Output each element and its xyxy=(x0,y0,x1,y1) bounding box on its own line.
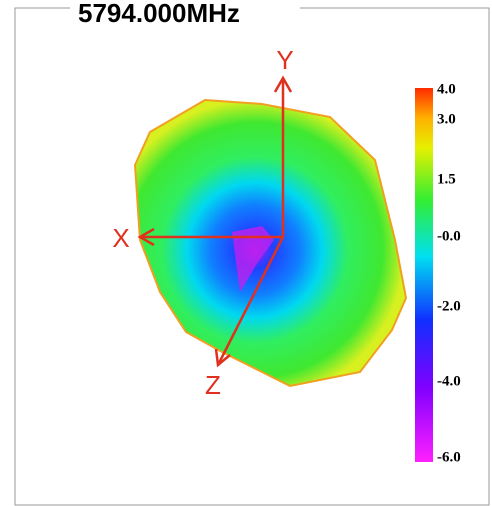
z-axis-label: Z xyxy=(205,370,221,400)
colorbar xyxy=(415,88,433,462)
colorbar-label: 3.0 xyxy=(437,111,456,127)
colorbar-labels: 4.0 3.0 1.5 -0.0 -2.0 -4.0 -6.0 xyxy=(437,81,461,465)
colorbar-label: -6.0 xyxy=(437,449,461,465)
axes xyxy=(137,75,293,368)
colorbar-label: -2.0 xyxy=(437,298,461,314)
title: 5794.000MHz xyxy=(78,0,240,28)
x-axis-label: X xyxy=(112,223,129,253)
y-axis-label: Y xyxy=(276,45,293,75)
colorbar-label: 1.5 xyxy=(437,171,456,187)
title-bg xyxy=(70,0,300,34)
colorbar-label: -4.0 xyxy=(437,373,461,389)
colorbar-label: 4.0 xyxy=(437,81,456,97)
pattern-core xyxy=(232,226,274,292)
colorbar-label: -0.0 xyxy=(437,228,461,244)
